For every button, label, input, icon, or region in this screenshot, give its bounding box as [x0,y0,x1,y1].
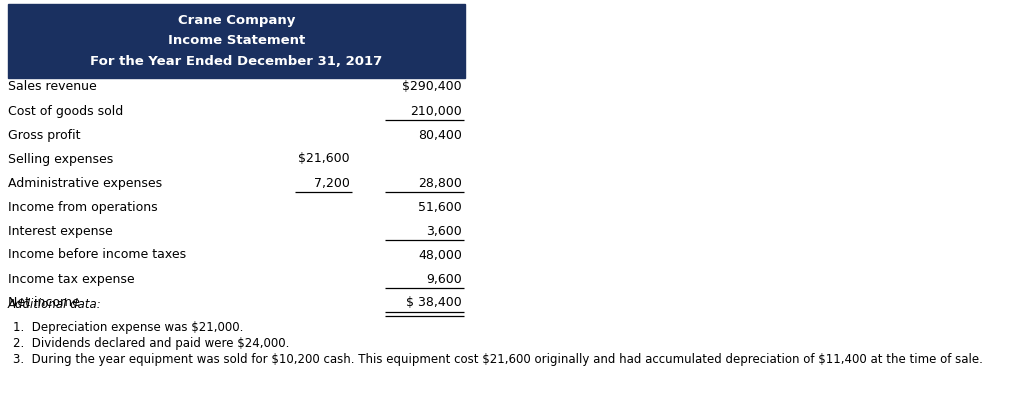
Text: Income tax expense: Income tax expense [8,272,134,285]
Text: 210,000: 210,000 [410,105,462,118]
Text: $ 38,400: $ 38,400 [406,296,462,310]
Text: $290,400: $290,400 [403,81,462,94]
Text: Income from operations: Income from operations [8,200,158,213]
Text: For the Year Ended December 31, 2017: For the Year Ended December 31, 2017 [91,55,382,68]
Text: 48,000: 48,000 [418,248,462,261]
Text: 2.  Dividends declared and paid were $24,000.: 2. Dividends declared and paid were $24,… [13,338,290,351]
Bar [8,4,465,78]
Text: Gross profit: Gross profit [8,129,80,141]
Text: 80,400: 80,400 [418,129,462,141]
Text: Additional data:: Additional data: [8,299,102,312]
Text: Sales revenue: Sales revenue [8,81,97,94]
Text: 7,200: 7,200 [314,176,350,189]
Text: Administrative expenses: Administrative expenses [8,176,162,189]
Text: 51,600: 51,600 [418,200,462,213]
Text: Selling expenses: Selling expenses [8,152,113,165]
Text: Income before income taxes: Income before income taxes [8,248,186,261]
Text: Crane Company: Crane Company [178,14,295,27]
Text: Interest expense: Interest expense [8,224,113,237]
Text: 1.  Depreciation expense was $21,000.: 1. Depreciation expense was $21,000. [13,321,243,334]
Text: 3.  During the year equipment was sold for $10,200 cash. This equipment cost $21: 3. During the year equipment was sold fo… [13,353,982,367]
Text: Net income: Net income [8,296,80,310]
Text: $21,600: $21,600 [298,152,350,165]
Text: 9,600: 9,600 [426,272,462,285]
Text: 3,600: 3,600 [426,224,462,237]
Text: Cost of goods sold: Cost of goods sold [8,105,123,118]
Text: Income Statement: Income Statement [168,35,305,48]
Text: 28,800: 28,800 [418,176,462,189]
